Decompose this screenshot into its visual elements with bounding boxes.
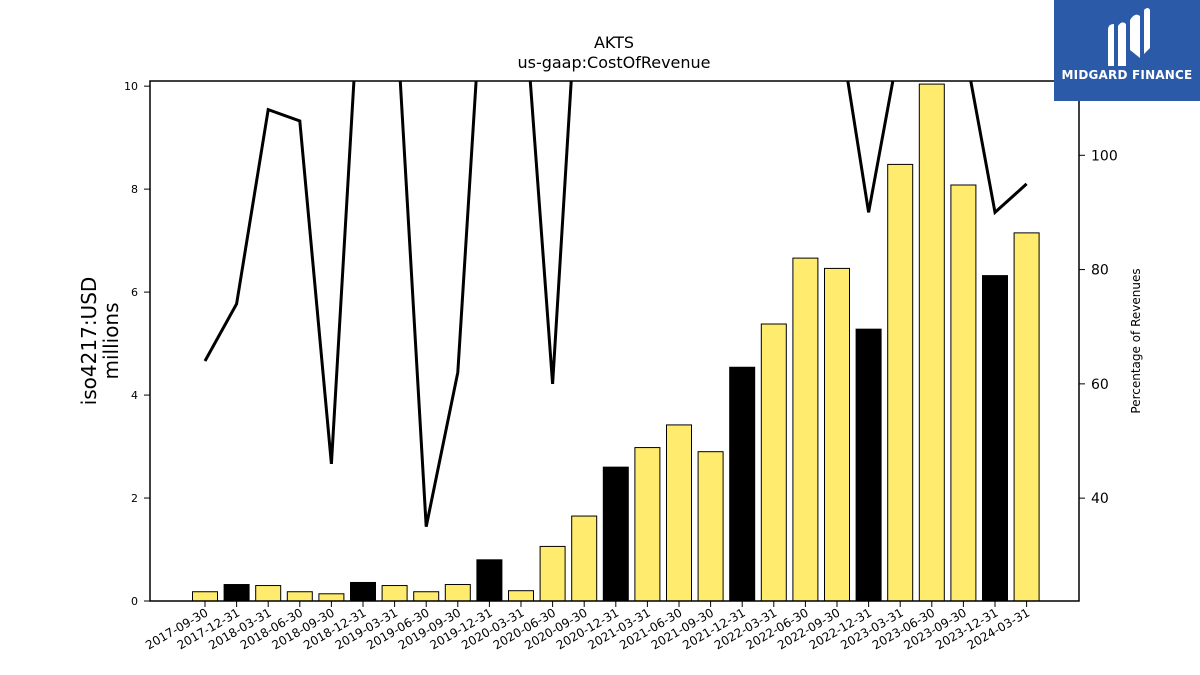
y-axis-label-line: millions <box>99 302 123 379</box>
bar <box>255 585 282 602</box>
percentage-line-group <box>203 81 1028 528</box>
bar <box>982 275 1008 602</box>
bar <box>792 257 819 602</box>
midgard-logo-mark-icon <box>1108 8 1150 66</box>
bar <box>855 328 882 602</box>
y-axis-label-line: iso4217:USD <box>77 277 101 406</box>
bar <box>824 267 850 602</box>
series-line <box>203 81 1028 528</box>
y-tick-label: 4 <box>131 389 138 402</box>
bar <box>444 584 471 602</box>
bar <box>950 184 977 602</box>
y-tick-label: 6 <box>131 286 138 299</box>
y-axis-right: 40 60 80 100 <box>1079 148 1118 507</box>
bar <box>350 581 376 602</box>
bar <box>381 585 408 602</box>
bar <box>602 466 629 602</box>
y-right-tick-label: 100 <box>1091 148 1118 164</box>
bar <box>760 323 787 602</box>
y-tick-label: 0 <box>131 595 138 608</box>
bar <box>318 593 345 602</box>
bar <box>729 366 756 602</box>
y-axis-label: iso4217:USDmillions <box>77 277 123 406</box>
bar <box>413 591 440 602</box>
logo-brand-text: MIDGARD FINANCE <box>1061 68 1193 82</box>
bar <box>192 591 218 602</box>
plot-frame <box>149 80 1080 602</box>
midgard-finance-logo: MIDGARD FINANCE <box>1054 0 1200 101</box>
y-right-tick-label: 80 <box>1091 263 1109 279</box>
y-right-tick-label: 40 <box>1091 491 1109 507</box>
y-axis-left: 0 2 4 6 8 10 <box>124 80 150 608</box>
bar <box>918 83 945 602</box>
bar <box>634 447 661 602</box>
bar <box>1013 232 1040 602</box>
y-tick-label: 8 <box>131 183 138 196</box>
bar <box>887 163 914 602</box>
chart-subtitle: us-gaap:CostOfRevenue <box>517 53 710 72</box>
y-axis-right-label: Percentage of Revenues <box>1129 268 1143 413</box>
bar <box>571 515 598 602</box>
bar <box>697 451 724 602</box>
bar <box>539 545 566 602</box>
bar <box>286 591 313 602</box>
bar-group <box>192 83 1040 602</box>
bar <box>666 424 692 602</box>
bar <box>508 590 534 602</box>
bar <box>476 559 503 602</box>
y-tick-label: 2 <box>131 492 138 505</box>
y-tick-label: 10 <box>124 80 138 93</box>
x-axis: 2017-09-302017-12-312018-03-312018-06-30… <box>143 601 1032 652</box>
y-right-tick-label: 60 <box>1091 377 1109 393</box>
chart-title: AKTS <box>594 33 634 52</box>
bar <box>223 584 250 602</box>
